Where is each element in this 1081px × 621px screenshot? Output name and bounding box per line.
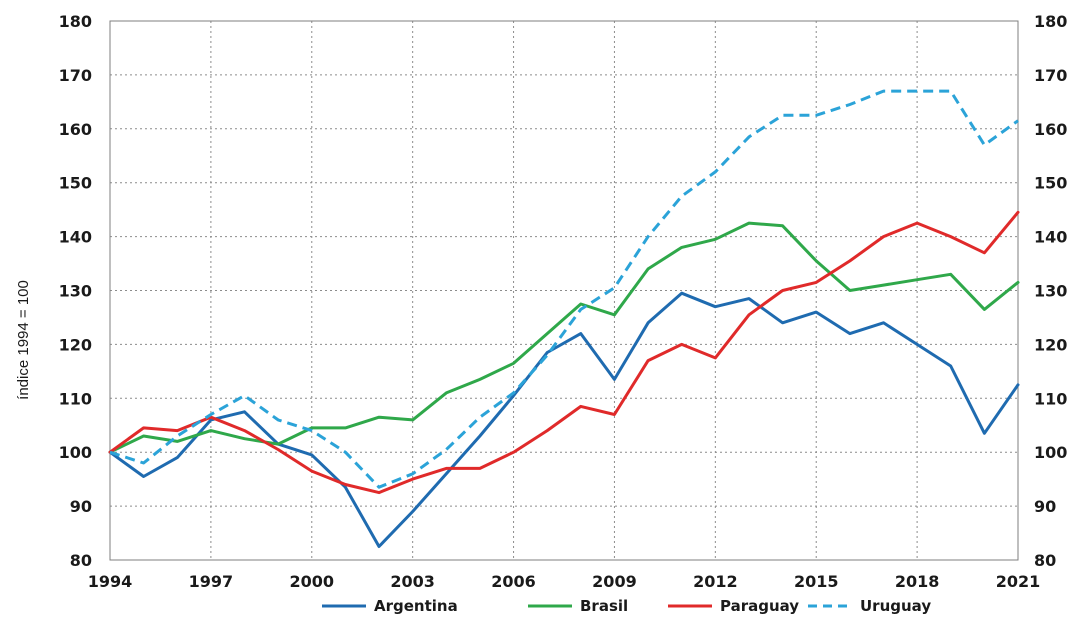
series-line-argentina	[108, 291, 1020, 548]
grid-lines	[110, 21, 1018, 560]
y-tick-label-left: 90	[70, 497, 92, 516]
y-tick-label-right: 180	[1034, 12, 1067, 31]
series-line-paraguay	[108, 210, 1020, 495]
y-tick-label-right: 80	[1034, 551, 1056, 570]
series-lines	[108, 89, 1020, 548]
plot-frame	[109, 20, 1019, 561]
y-tick-label-left: 150	[59, 174, 92, 193]
legend-label-argentina: Argentina	[374, 597, 458, 615]
x-tick-label: 2009	[592, 572, 637, 591]
x-tick-label: 2015	[794, 572, 839, 591]
y-tick-label-right: 100	[1034, 443, 1067, 462]
legend-label-brasil: Brasil	[580, 597, 628, 615]
x-tick-label: 2000	[290, 572, 335, 591]
y-axis-label: índice 1994 = 100	[15, 280, 32, 400]
x-tick-label: 2021	[996, 572, 1041, 591]
x-tick-label: 1994	[88, 572, 133, 591]
y-tick-label-right: 120	[1034, 335, 1067, 354]
y-axis-left: 80 90 100 110 120 130 140 150 160 170 180	[59, 12, 92, 570]
x-tick-label: 2003	[390, 572, 435, 591]
y-tick-label-left: 130	[59, 282, 92, 301]
y-tick-label-left: 140	[59, 228, 92, 247]
y-tick-label-right: 170	[1034, 66, 1067, 85]
legend: Argentina Brasil Paraguay Uruguay	[322, 597, 931, 615]
y-tick-label-left: 80	[70, 551, 92, 570]
y-tick-label-right: 140	[1034, 228, 1067, 247]
y-tick-label-right: 90	[1034, 497, 1056, 516]
legend-label-uruguay: Uruguay	[860, 597, 931, 615]
y-tick-label-right: 150	[1034, 174, 1067, 193]
y-tick-label-left: 100	[59, 443, 92, 462]
legend-label-paraguay: Paraguay	[720, 597, 799, 615]
series-line-uruguay	[109, 89, 1019, 489]
y-tick-label-left: 170	[59, 66, 92, 85]
y-tick-label-left: 120	[59, 335, 92, 354]
y-tick-label-right: 130	[1034, 282, 1067, 301]
x-tick-label: 1997	[189, 572, 234, 591]
y-tick-label-left: 110	[59, 389, 92, 408]
y-tick-label-right: 110	[1034, 389, 1067, 408]
y-tick-label-left: 160	[59, 120, 92, 139]
x-tick-label: 2018	[895, 572, 940, 591]
y-axis-right: 80 90 100 110 120 130 140 150 160 170 180	[1034, 12, 1067, 570]
x-axis: 1994 1997 2000 2003 2006 2009 2012 2015 2018 2021	[88, 572, 1041, 591]
x-tick-label: 2006	[491, 572, 536, 591]
y-tick-label-left: 180	[59, 12, 92, 31]
x-tick-label: 2012	[693, 572, 738, 591]
y-tick-label-right: 160	[1034, 120, 1067, 139]
